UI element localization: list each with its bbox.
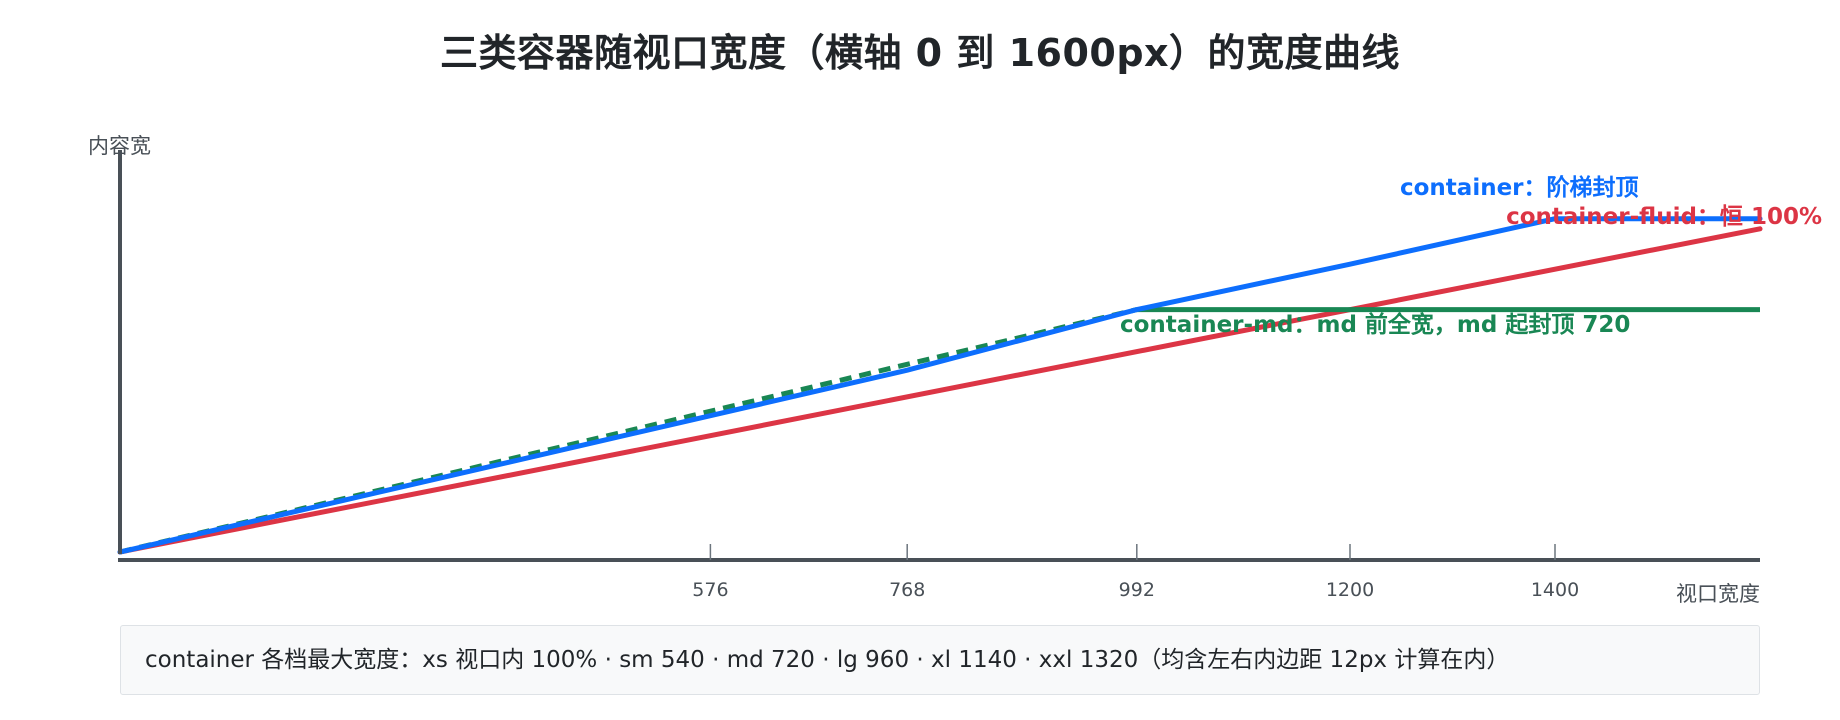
- container-fluid-line: [117, 226, 1763, 555]
- x-tick-label-1400: 1400: [1531, 579, 1579, 601]
- axes-layer: [118, 150, 1760, 562]
- labels-layer: 视口宽度 内容宽 container：阶梯封顶 container-fluid：恒 1…: [88, 134, 1822, 606]
- x-tick-label-576: 576: [692, 579, 728, 601]
- chart-title: 三类容器随视口宽度（横轴 0 到 1600px）的宽度曲线: [439, 31, 1401, 75]
- x-tick-label-992: 992: [1119, 579, 1155, 601]
- ticks-layer: 576 768 992 1200 1400: [692, 544, 1579, 601]
- container-md-line-dashed: [119, 307, 1138, 555]
- x-tick-label-1200: 1200: [1326, 579, 1374, 601]
- y-axis-label: 内容宽: [88, 134, 151, 158]
- breakpoint-note: container 各档最大宽度：xs 视口内 100% · sm 540 · …: [120, 625, 1760, 695]
- container-md-label: container-md：md 前全宽，md 起封顶 720: [1120, 311, 1630, 338]
- container-line: [117, 216, 1763, 555]
- x-tick-label-768: 768: [889, 579, 925, 601]
- container-fluid-label: container-fluid：恒 100%: [1506, 204, 1822, 230]
- container-label: container：阶梯封顶: [1400, 174, 1639, 201]
- x-axis-label: 视口宽度: [1676, 582, 1760, 606]
- series-layer: [117, 216, 1763, 555]
